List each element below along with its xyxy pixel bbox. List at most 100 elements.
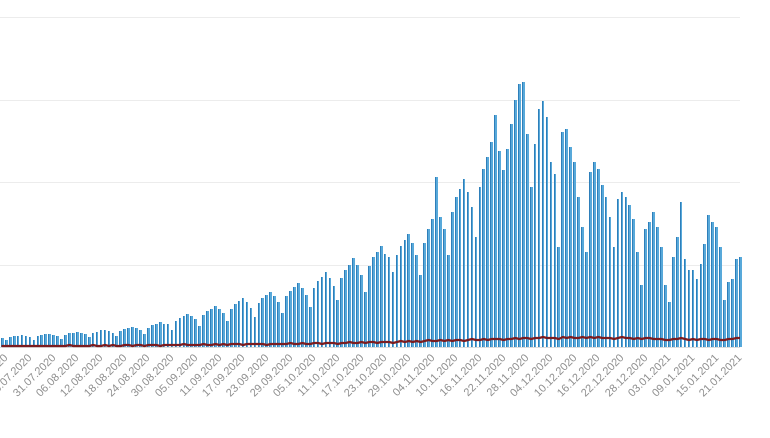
case-bar [604, 197, 608, 347]
case-bar [596, 169, 600, 347]
case-bar [72, 333, 75, 347]
case-bar [127, 328, 130, 347]
case-bar [608, 217, 612, 347]
case-bar [545, 117, 549, 347]
case-bar [541, 101, 545, 347]
case-bar [237, 301, 241, 347]
case-bar [391, 272, 395, 347]
case-bar [289, 291, 292, 347]
case-bar [83, 334, 87, 347]
case-bar [632, 219, 636, 347]
case-bar [293, 287, 296, 347]
case-bar [533, 144, 537, 347]
case-bar [340, 278, 344, 347]
case-bar [490, 142, 494, 347]
case-bar [616, 199, 620, 347]
case-bar [210, 309, 213, 347]
case-bar [731, 279, 734, 347]
case-bar [143, 334, 146, 347]
gridline [0, 182, 740, 183]
case-bar [565, 129, 569, 347]
case-bar [719, 247, 722, 347]
case-bar [229, 309, 233, 347]
case-bar [569, 147, 572, 347]
case-bar [348, 265, 351, 347]
case-bar [198, 326, 201, 347]
case-bar [214, 306, 217, 347]
case-bar [371, 257, 375, 347]
case-bar [506, 149, 509, 347]
case-bar [360, 275, 363, 347]
case-bar [703, 244, 707, 347]
case-bar [48, 334, 52, 347]
case-bar [644, 229, 647, 347]
case-bar [162, 324, 166, 347]
case-bar [328, 278, 332, 347]
case-bar [553, 174, 557, 347]
case-bar [486, 157, 490, 347]
case-bar [592, 162, 596, 347]
case-bar [707, 215, 711, 347]
case-bar [585, 252, 588, 347]
case-bar [652, 212, 655, 347]
case-bar [75, 332, 79, 347]
case-bar [352, 258, 355, 347]
case-bar [415, 255, 419, 347]
x-axis: 19.07.2020 25.07.2020 31.07.2020 06.08.2020… [0, 348, 770, 432]
plot-area [0, 17, 742, 348]
case-bar [222, 313, 225, 347]
case-bar [245, 302, 249, 347]
case-bar [24, 336, 28, 347]
case-bar [383, 254, 387, 347]
case-bar [20, 335, 24, 347]
case-bar [308, 307, 312, 347]
case-bar [474, 237, 478, 347]
case-bar [648, 222, 651, 347]
case-bar [482, 169, 486, 347]
case-bar [316, 281, 320, 347]
case-bar [656, 227, 659, 347]
case-bar [470, 207, 474, 347]
case-bar [166, 324, 170, 347]
case-bar [206, 311, 209, 347]
case-bar [525, 134, 529, 347]
case-bar [249, 308, 253, 347]
case-bar [332, 286, 336, 347]
case-bar [577, 197, 580, 347]
case-bar [178, 318, 182, 347]
case-bar [529, 187, 533, 347]
case-bar [423, 243, 426, 347]
case-bar [312, 288, 316, 347]
case-bar [36, 336, 40, 347]
case-bar [99, 330, 103, 347]
case-bar [60, 339, 63, 347]
case-bar [660, 247, 663, 347]
case-bar [364, 292, 367, 347]
case-bar [135, 328, 138, 347]
case-bar [549, 162, 553, 347]
case-bar [115, 336, 119, 347]
case-bar [139, 330, 142, 347]
case-bar [52, 335, 55, 347]
case-bar [154, 324, 158, 347]
case-bar [1, 338, 4, 347]
case-bar [699, 264, 703, 347]
case-bar [174, 321, 178, 347]
case-bar [368, 266, 371, 347]
case-bar [667, 302, 671, 347]
case-bar [79, 333, 83, 347]
case-bar [589, 172, 592, 347]
case-bar [218, 309, 221, 347]
case-bar [427, 229, 430, 347]
case-bar [557, 247, 561, 347]
case-bar [387, 257, 391, 347]
case-bar [296, 283, 300, 347]
case-bar [257, 303, 261, 347]
case-bar [95, 332, 99, 347]
case-bar [225, 321, 229, 347]
case-bar [12, 336, 16, 347]
case-bar [581, 227, 584, 347]
case-bar [439, 217, 442, 347]
case-bar [462, 179, 466, 347]
case-bar [87, 337, 91, 347]
